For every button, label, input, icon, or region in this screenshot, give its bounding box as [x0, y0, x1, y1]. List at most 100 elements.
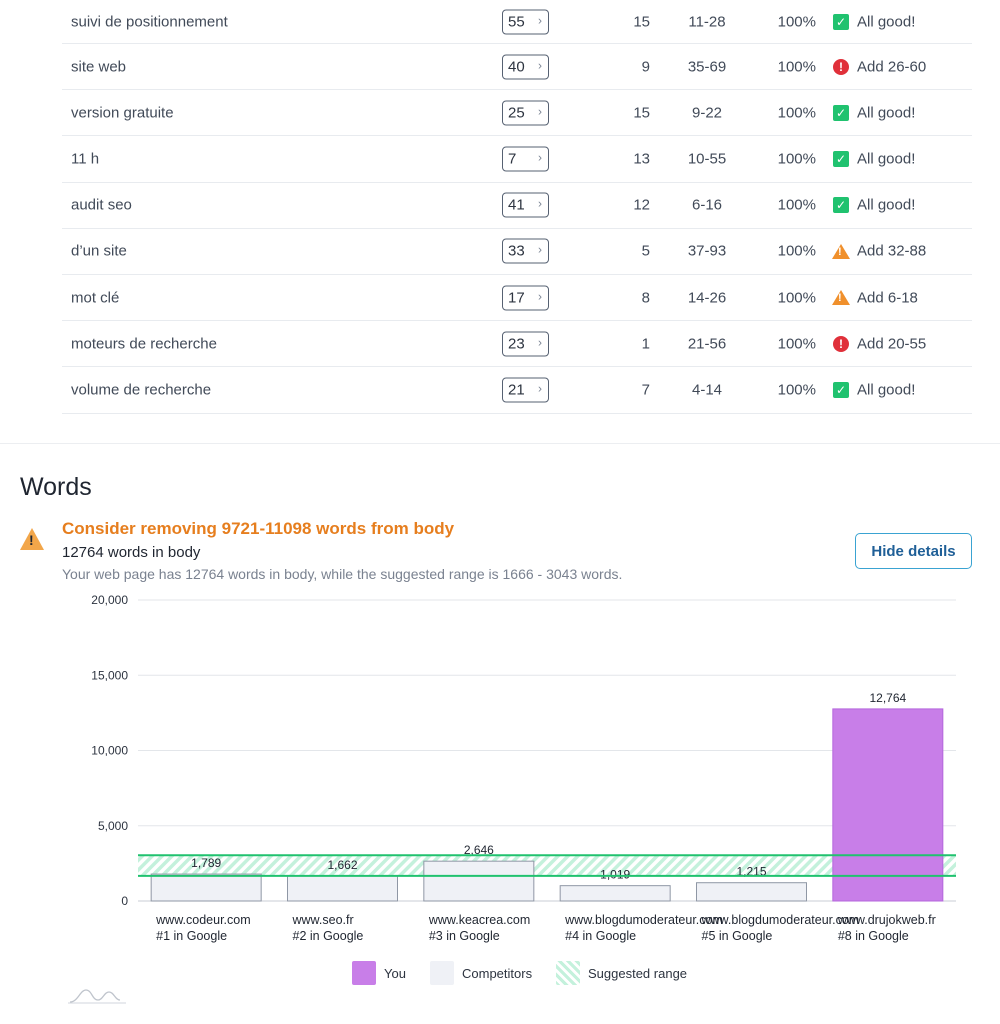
- legend-suggested-range-swatch: [556, 961, 580, 985]
- legend-competitors-label: Competitors: [462, 965, 533, 981]
- keyword-status: All good!: [857, 150, 916, 168]
- keyword-count-button[interactable]: 33 ›: [502, 238, 549, 264]
- keyword-percent: 100%: [777, 381, 816, 399]
- x-tick-site: www.keacrea.com: [428, 913, 530, 927]
- legend-you-swatch: [352, 961, 376, 985]
- keyword-range: 21-56: [687, 335, 727, 353]
- chevron-right-icon: ›: [538, 58, 542, 73]
- keyword-status-icon: !: [832, 290, 850, 306]
- keyword-range: 9-22: [691, 104, 723, 122]
- keyword-status: All good!: [857, 196, 916, 214]
- keyword-count: 17: [508, 289, 525, 307]
- keyword-count: 41: [508, 196, 525, 214]
- keyword-name: volume de recherche: [71, 381, 212, 399]
- x-tick-site: www.blogdumoderateur.com: [701, 913, 860, 927]
- keyword-status: All good!: [857, 104, 916, 122]
- keyword-row: suivi de positionnement 55 › 15 11-28 100% ✓ Al…: [62, 0, 972, 44]
- legend-competitors: Competitors: [430, 961, 532, 985]
- keyword-status-icon: ✓: [833, 150, 849, 167]
- keyword-competitors: 8: [641, 289, 650, 307]
- keyword-percent: 100%: [777, 58, 816, 76]
- keyword-row: version gratuite 25 › 15 9-22 100% ✓ All good!: [62, 90, 972, 137]
- keyword-percent: 100%: [777, 150, 816, 168]
- x-tick-site: www.drujokweb.fr: [837, 913, 936, 927]
- chevron-right-icon: ›: [538, 242, 542, 257]
- bar-you: [832, 708, 944, 902]
- keyword-count: 21: [508, 381, 525, 399]
- bar-competitor: [287, 875, 398, 902]
- hide-details-button[interactable]: Hide details: [855, 533, 972, 569]
- legend-you-label: You: [384, 965, 406, 981]
- bar-competitor: [150, 873, 262, 902]
- words-description: Your web page has 12764 words in body, w…: [62, 566, 623, 582]
- chevron-right-icon: ›: [538, 289, 542, 304]
- keyword-range: 4-14: [691, 381, 723, 399]
- error-icon: !: [833, 335, 849, 352]
- x-tick-rank: #2 in Google: [293, 929, 364, 943]
- words-bar-chart: 0 5,000 10,000 15,000 20,000 1,789 www.codeur.…: [91, 593, 956, 943]
- keyword-name: version gratuite: [71, 104, 174, 122]
- bar-value-label: 12,764: [869, 691, 906, 705]
- keyword-count-button[interactable]: 25 ›: [502, 100, 549, 126]
- keyword-count-button[interactable]: 41 ›: [502, 192, 549, 218]
- keyword-status: All good!: [857, 13, 916, 30]
- y-tick-label: 20,000: [91, 593, 128, 607]
- keyword-percent: 100%: [777, 13, 816, 30]
- legend-competitors-swatch: [430, 961, 454, 985]
- keyword-percent: 100%: [777, 335, 816, 353]
- keyword-table: suivi de positionnement 55 › 15 11-28 100% ✓ Al…: [62, 0, 972, 414]
- bar-competitor: [696, 882, 807, 902]
- x-tick-site: www.blogdumoderateur.com: [564, 913, 723, 927]
- x-tick-rank: #4 in Google: [565, 929, 636, 943]
- keyword-percent: 100%: [777, 104, 816, 122]
- chevron-right-icon: ›: [538, 381, 542, 396]
- keyword-status-icon: !: [833, 335, 849, 352]
- keyword-count-button[interactable]: 40 ›: [502, 54, 549, 80]
- keyword-count-button[interactable]: 23 ›: [502, 331, 549, 357]
- keyword-competitors: 5: [641, 242, 650, 260]
- y-tick-label: 0: [121, 894, 128, 908]
- keyword-count: 55: [508, 13, 525, 30]
- keyword-range: 35-69: [687, 58, 727, 76]
- keyword-name: suivi de positionnement: [71, 13, 228, 30]
- keyword-status-icon: ✓: [833, 197, 849, 214]
- keyword-count: 33: [508, 242, 525, 260]
- brand-logo-icon: [68, 989, 126, 1004]
- y-tick-label: 10,000: [91, 744, 128, 758]
- bar-competitor: [559, 885, 671, 902]
- keyword-name: audit seo: [71, 196, 132, 214]
- keyword-count: 25: [508, 104, 525, 122]
- keyword-competitors: 15: [633, 13, 650, 30]
- x-tick-site: www.seo.fr: [292, 913, 354, 927]
- y-tick-label: 15,000: [91, 668, 128, 682]
- bar-value-label: 2,646: [464, 843, 494, 857]
- keyword-count-button[interactable]: 17 ›: [502, 285, 549, 311]
- check-icon: ✓: [833, 150, 849, 167]
- keyword-row: mot clé 17 › 8 14-26 100%! Add 6-18: [62, 275, 972, 322]
- chevron-right-icon: ›: [538, 196, 542, 211]
- keyword-count-button[interactable]: 21 ›: [502, 377, 549, 403]
- keyword-status-icon: ✓: [833, 381, 849, 398]
- keyword-row: audit seo 41 › 12 6-16 100% ✓ All good!: [62, 183, 972, 229]
- keyword-percent: 100%: [777, 196, 816, 214]
- legend-suggested-range-label: Suggested range: [588, 965, 688, 981]
- keyword-count-button[interactable]: 55 ›: [502, 9, 549, 34]
- keyword-name: mot clé: [71, 289, 120, 307]
- check-icon: ✓: [833, 104, 849, 121]
- suggested-range-band: [138, 855, 956, 876]
- keyword-row: volume de recherche 21 › 7 4-14 100% ✓ All good…: [62, 367, 972, 414]
- keyword-row: moteurs de recherche 23 › 1 21-56 100%! Add 20…: [62, 321, 972, 368]
- keyword-row: site web 40 › 9 35-69 100%! Add 26-60: [62, 44, 972, 91]
- bar-value-label: 1,789: [191, 856, 221, 870]
- keyword-status: Add 6-18: [857, 289, 918, 307]
- chevron-right-icon: ›: [538, 104, 542, 119]
- x-tick-rank: #1 in Google: [156, 929, 227, 943]
- keyword-range: 11-28: [688, 13, 726, 30]
- chart-legend: You Competitors Suggested range: [0, 961, 1000, 987]
- chevron-right-icon: ›: [538, 13, 542, 27]
- chevron-right-icon: ›: [538, 335, 542, 350]
- warning-icon: !: [832, 243, 850, 259]
- keyword-name: d’un site: [71, 242, 127, 260]
- error-icon: !: [833, 58, 849, 75]
- keyword-count-button[interactable]: 7 ›: [502, 146, 549, 172]
